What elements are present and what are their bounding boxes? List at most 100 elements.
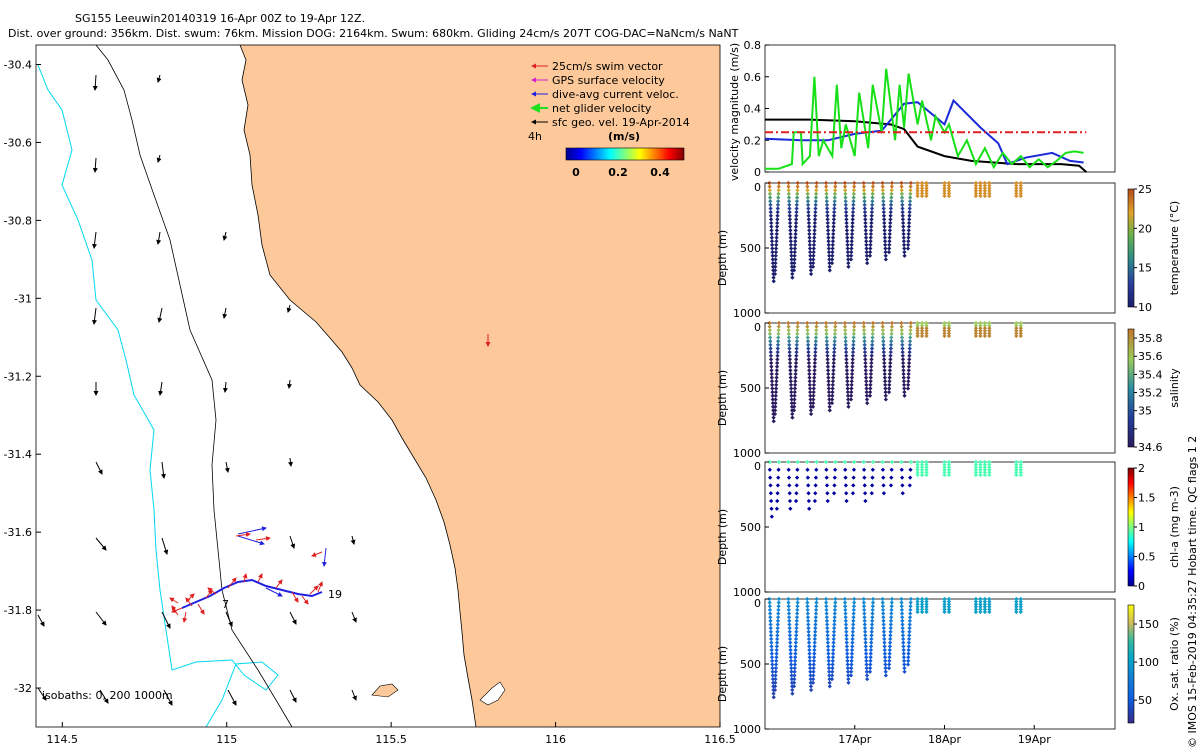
profile-point: [805, 320, 810, 326]
profile-point: [1018, 193, 1023, 199]
profile-point: [787, 629, 792, 634]
profile-point: [770, 669, 775, 674]
profile-point: [908, 467, 913, 472]
profile-point: [863, 640, 868, 645]
profile-point: [832, 209, 837, 215]
profile-point: [1014, 333, 1019, 339]
profile-point: [987, 607, 992, 612]
profile-point: [851, 331, 856, 337]
profile-point: [982, 333, 987, 339]
profile-point: [813, 349, 818, 355]
profile-point: [908, 475, 913, 480]
profile-point: [982, 470, 987, 475]
profile-point: [811, 246, 816, 251]
profile-point: [899, 188, 904, 193]
profile-point: [806, 625, 811, 631]
profile-point: [861, 320, 866, 326]
profile-point: [825, 629, 830, 634]
profile-point: [844, 644, 850, 649]
profile-point: [862, 335, 867, 340]
profile-point: [810, 264, 816, 269]
profile-point: [863, 375, 869, 380]
profile-point: [831, 644, 836, 649]
profile-point: [787, 498, 793, 504]
profile-point: [869, 491, 874, 496]
profile-point: [806, 483, 811, 488]
profile-point: [880, 331, 886, 337]
profile-point: [811, 673, 816, 678]
profile-point: [831, 633, 836, 638]
profile-point: [908, 604, 913, 609]
profile-point: [770, 250, 775, 255]
profile-point: [843, 615, 848, 620]
profile-point: [901, 640, 906, 645]
profile-point: [942, 459, 947, 465]
profile-point: [902, 246, 907, 251]
profile-point: [825, 625, 830, 631]
profile-point: [851, 346, 856, 351]
profile-point: [862, 475, 867, 480]
profile-point: [786, 184, 791, 189]
profile-point: [942, 602, 947, 607]
profile-point: [790, 691, 795, 696]
profile-colorbar-tick-label: 20: [1138, 222, 1152, 235]
profile-point: [776, 615, 781, 620]
profile-point: [807, 651, 812, 656]
profile-point: [924, 459, 929, 465]
profile-point: [907, 206, 912, 211]
profile-point: [769, 228, 774, 233]
profile-point: [792, 260, 797, 266]
profile-point: [812, 640, 817, 645]
profile-point: [870, 195, 875, 200]
profile-point: [862, 206, 867, 211]
profile-point: [808, 676, 813, 682]
profile-point: [845, 658, 850, 664]
profile-point: [924, 462, 929, 467]
profile-point: [832, 483, 837, 488]
profile-point: [789, 393, 794, 398]
profile-point: [774, 379, 779, 384]
profile-point: [792, 390, 797, 395]
profile-point: [773, 260, 778, 266]
profile-point: [845, 662, 850, 667]
profile-point: [889, 324, 894, 329]
profile-point: [946, 604, 952, 609]
profile-point: [870, 475, 875, 480]
profile-point: [768, 629, 774, 634]
profile-ytick-label: 1000: [733, 307, 761, 320]
profile-point: [770, 246, 775, 251]
legend-item-sfc-geo: sfc geo. vel. 19-Apr-2014: [552, 116, 690, 129]
profile-point: [862, 622, 867, 627]
profile-point: [814, 459, 819, 465]
profile-point: [907, 202, 913, 207]
profile-point: [813, 209, 818, 215]
profile-point: [863, 629, 868, 634]
profile-colorbar-tick-label: 35.8: [1138, 332, 1163, 345]
profile-point: [792, 662, 798, 667]
profile-point: [844, 498, 849, 504]
profile-point: [1014, 607, 1019, 612]
profile-colorbar-tick-label: 1.5: [1138, 492, 1156, 505]
profile-point: [978, 333, 983, 339]
profile-point: [812, 651, 817, 656]
profile-point: [882, 644, 887, 649]
profile-point: [924, 596, 929, 602]
profile-point: [831, 357, 836, 362]
profile-point: [1018, 333, 1023, 339]
profile-point: [842, 320, 847, 326]
profile-point: [982, 609, 987, 615]
profile-point: [795, 604, 800, 609]
profile-ylabel: Depth (m): [716, 646, 729, 702]
profile-point: [919, 326, 925, 331]
profile-point: [906, 220, 912, 226]
profile-point: [1018, 472, 1023, 478]
profile-point: [794, 353, 799, 358]
profile-point: [946, 465, 952, 470]
profile-point: [861, 459, 866, 465]
profile-point: [850, 640, 855, 645]
profile-point: [775, 625, 780, 631]
profile-point: [811, 379, 817, 384]
profile-point: [919, 607, 925, 612]
profile-point: [769, 220, 774, 226]
profile-point: [865, 260, 870, 266]
